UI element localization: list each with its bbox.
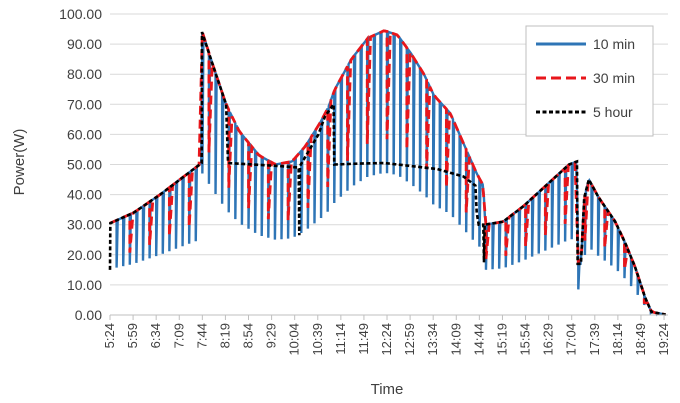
y-tick-label: 20.00 (67, 247, 102, 263)
x-tick-label: 14:44 (471, 323, 486, 356)
x-axis-title: Time (371, 381, 404, 398)
x-tick-label: 8:54 (241, 323, 256, 348)
legend-label: 5 hour (593, 104, 633, 120)
y-axis-title: Power(W) (11, 129, 28, 196)
y-tick-label: 100.00 (59, 6, 102, 22)
series-5-hour-line (108, 31, 669, 317)
y-tick-label: 90.00 (67, 36, 102, 52)
y-tick-label: 70.00 (67, 96, 102, 112)
x-tick-label: 16:29 (541, 323, 556, 356)
legend-label: 10 min (593, 36, 635, 52)
x-tick-label: 7:09 (171, 323, 186, 348)
y-tick-label: 80.00 (67, 66, 102, 82)
x-tick-label: 11:49 (356, 323, 371, 355)
x-tick-label: 5:24 (102, 323, 117, 348)
plot-area (108, 29, 669, 317)
x-tick-label: 17:39 (587, 323, 602, 356)
x-tick-label: 14:09 (448, 323, 463, 356)
x-tick-label: 7:44 (194, 323, 209, 348)
x-tick-label: 12:24 (379, 323, 394, 356)
y-tick-label: 40.00 (67, 187, 102, 203)
x-tick-label: 13:34 (425, 323, 440, 356)
axes: 0.00 10.00 20.00 30.00 40.00 50.00 60.00 70.00 8… (59, 6, 671, 356)
x-tick-label: 12:59 (402, 323, 417, 356)
x-tick-label: 15:19 (494, 323, 509, 356)
x-tick-label: 10:04 (287, 323, 302, 356)
x-tick-label: 18:14 (610, 323, 625, 356)
x-tick-label: 6:34 (148, 323, 163, 348)
x-tick-label: 9:29 (264, 323, 279, 348)
x-tick-label: 8:19 (217, 323, 232, 348)
x-tick-label: 5:59 (125, 323, 140, 348)
legend: 10 min 30 min 5 hour (525, 25, 654, 137)
x-tick-label: 15:54 (518, 323, 533, 356)
x-tick-label: 18:49 (633, 323, 648, 356)
x-tick-label: 19:24 (656, 323, 671, 356)
y-tick-label: 10.00 (67, 277, 102, 293)
x-tick-label: 17:04 (564, 323, 579, 356)
y-tick-label: 50.00 (67, 157, 102, 173)
x-tick-label: 11:14 (333, 323, 348, 355)
series-10-min-line (109, 29, 666, 317)
y-tick-label: 60.00 (67, 126, 102, 142)
legend-label: 30 min (593, 70, 635, 86)
y-tick-label: 30.00 (67, 217, 102, 233)
x-tick-label: 10:39 (310, 323, 325, 356)
y-tick-label: 0.00 (75, 307, 102, 323)
